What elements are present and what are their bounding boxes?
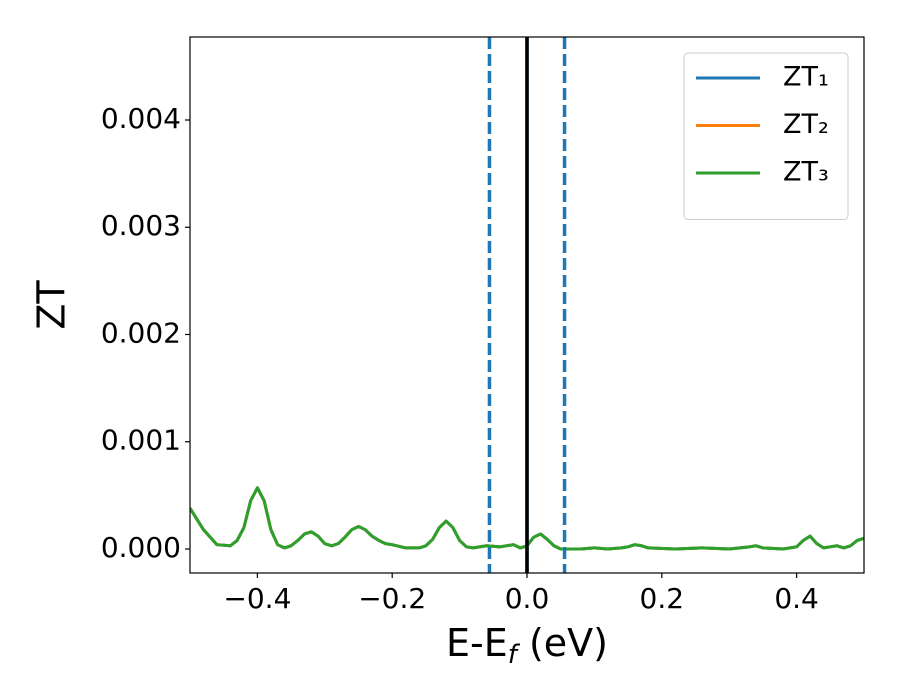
legend-label: ZT₃ xyxy=(783,157,829,188)
y-axis-label: ZT xyxy=(30,280,74,330)
x-label-unit: (eV) xyxy=(517,621,608,665)
legend-label: ZT₂ xyxy=(783,109,829,140)
series-line xyxy=(190,486,864,551)
x-label-main: E-E xyxy=(446,621,508,665)
x-tick-label: 0.4 xyxy=(774,582,819,615)
plot-area xyxy=(190,37,864,573)
y-tick-label: 0.000 xyxy=(101,531,181,564)
x-tick-label: 0.2 xyxy=(640,582,685,615)
x-tick-label: −0.4 xyxy=(223,582,291,615)
x-tick-label: −0.2 xyxy=(358,582,426,615)
y-tick-label: 0.002 xyxy=(101,316,181,349)
y-tick-label: 0.004 xyxy=(101,102,181,135)
y-tick-label: 0.003 xyxy=(101,209,181,242)
x-axis-label: E-Ef (eV) xyxy=(446,621,608,670)
legend-box xyxy=(683,52,849,220)
y-tick-label: 0.001 xyxy=(101,424,181,457)
legend-label: ZT₁ xyxy=(783,62,829,93)
x-tick-label: 0.0 xyxy=(505,582,550,615)
